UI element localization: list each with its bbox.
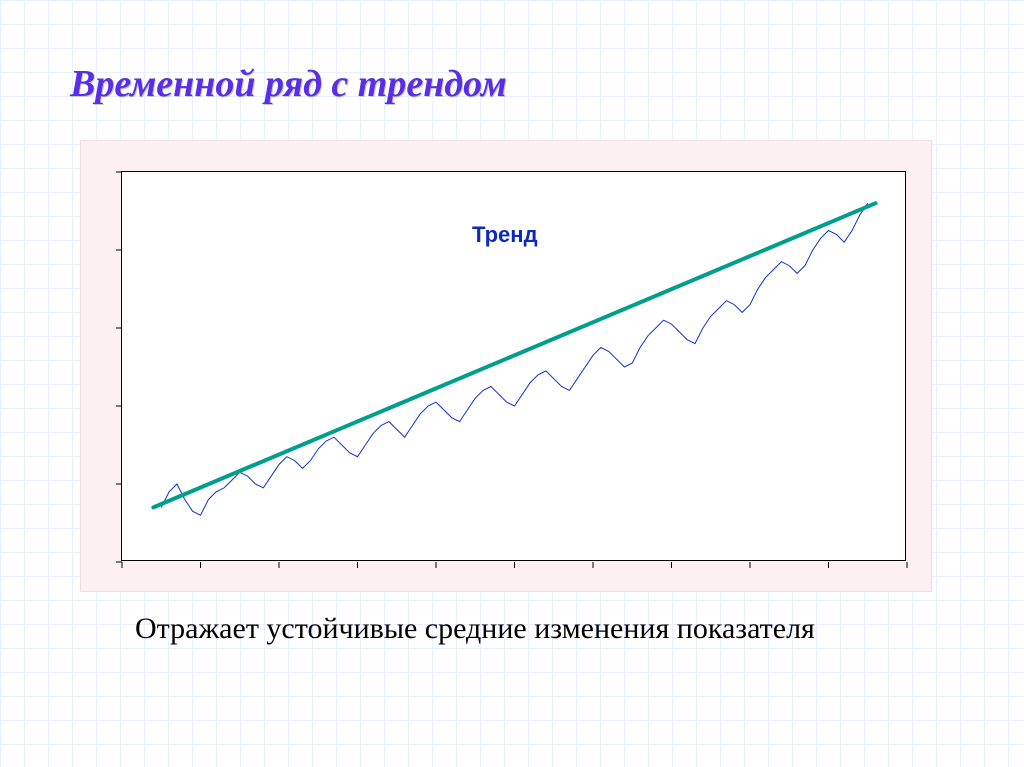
slide-page: Временной ряд с трендом Тренд Отражает у… <box>0 0 1024 767</box>
chart-frame: Тренд <box>80 140 932 592</box>
chart-caption: Отражает устойчивые средние изменения по… <box>135 612 815 646</box>
chart-trend-label: Тренд <box>472 222 538 248</box>
page-title: Временной ряд с трендом <box>70 62 507 106</box>
chart-plot-area: Тренд <box>121 171 906 561</box>
